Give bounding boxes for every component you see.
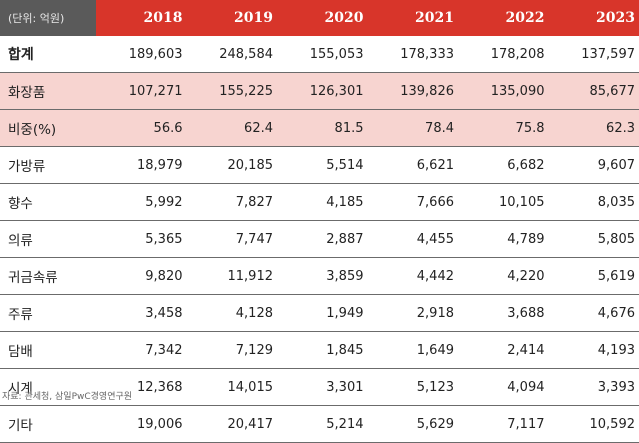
value-cell: 5,514 [277,147,368,183]
value-cell: 10,105 [458,184,549,220]
row-label: 합계 [0,36,96,72]
value-cell: 3,688 [458,295,549,331]
value-cell: 81.5 [277,110,368,146]
row-label: 귀금속류 [0,258,96,294]
value-cell: 139,826 [368,73,459,109]
row-label: 의류 [0,221,96,257]
year-header: 2023 [549,0,639,36]
value-cell: 19,006 [96,406,187,442]
value-cell: 5,629 [368,406,459,442]
value-cell: 2,414 [458,332,549,368]
value-cell: 11,912 [187,258,278,294]
value-cell: 14,015 [187,369,278,405]
year-header: 2020 [277,0,368,36]
value-cell: 248,584 [187,36,278,72]
value-cell: 1,949 [277,295,368,331]
year-header: 2022 [458,0,549,36]
value-cell: 2,918 [368,295,459,331]
value-cell: 20,185 [187,147,278,183]
value-cell: 7,827 [187,184,278,220]
value-cell: 4,220 [458,258,549,294]
value-cell: 189,603 [96,36,187,72]
value-cell: 178,333 [368,36,459,72]
value-cell: 9,607 [549,147,639,183]
row-label: 향수 [0,184,96,220]
value-cell: 137,597 [549,36,639,72]
value-cell: 8,035 [549,184,639,220]
value-cell: 7,117 [458,406,549,442]
value-cell: 6,621 [368,147,459,183]
value-cell: 7,666 [368,184,459,220]
value-cell: 4,128 [187,295,278,331]
value-cell: 4,455 [368,221,459,257]
value-cell: 4,094 [458,369,549,405]
value-cell: 10,592 [549,406,639,442]
value-cell: 135,090 [458,73,549,109]
value-cell: 126,301 [277,73,368,109]
value-cell: 155,053 [277,36,368,72]
year-header: 2018 [96,0,187,36]
value-cell: 3,301 [277,369,368,405]
value-cell: 56.6 [96,110,187,146]
value-cell: 3,393 [549,369,639,405]
value-cell: 1,649 [368,332,459,368]
row-label: 화장품 [0,73,96,109]
value-cell: 3,458 [96,295,187,331]
value-cell: 75.8 [458,110,549,146]
value-cell: 4,442 [368,258,459,294]
row-label: 가방류 [0,147,96,183]
source-note: 자료: 관세청, 삼일PwC경영연구원 [2,389,132,402]
year-header: 2021 [368,0,459,36]
value-cell: 4,185 [277,184,368,220]
value-cell: 9,820 [96,258,187,294]
value-cell: 20,417 [187,406,278,442]
value-cell: 5,365 [96,221,187,257]
value-cell: 4,676 [549,295,639,331]
value-cell: 5,214 [277,406,368,442]
value-cell: 7,129 [187,332,278,368]
value-cell: 18,979 [96,147,187,183]
value-cell: 1,845 [277,332,368,368]
value-cell: 155,225 [187,73,278,109]
year-header: 2019 [187,0,278,36]
value-cell: 178,208 [458,36,549,72]
table-header-row: (단위: 억원) 2018 2019 2020 2021 2022 2023 [0,0,639,36]
row-label: 기타 [0,406,96,442]
value-cell: 6,682 [458,147,549,183]
value-cell: 85,677 [549,73,639,109]
row-label: 비중(%) [0,110,96,146]
value-cell: 5,619 [549,258,639,294]
value-cell: 7,342 [96,332,187,368]
row-label: 주류 [0,295,96,331]
value-cell: 5,992 [96,184,187,220]
value-cell: 5,123 [368,369,459,405]
value-cell: 3,859 [277,258,368,294]
value-cell: 2,887 [277,221,368,257]
unit-label: (단위: 억원) [0,0,96,36]
value-cell: 62.3 [549,110,639,146]
value-cell: 5,805 [549,221,639,257]
value-cell: 78.4 [368,110,459,146]
value-cell: 7,747 [187,221,278,257]
value-cell: 62.4 [187,110,278,146]
value-cell: 4,193 [549,332,639,368]
row-label: 담배 [0,332,96,368]
value-cell: 4,789 [458,221,549,257]
value-cell: 107,271 [96,73,187,109]
